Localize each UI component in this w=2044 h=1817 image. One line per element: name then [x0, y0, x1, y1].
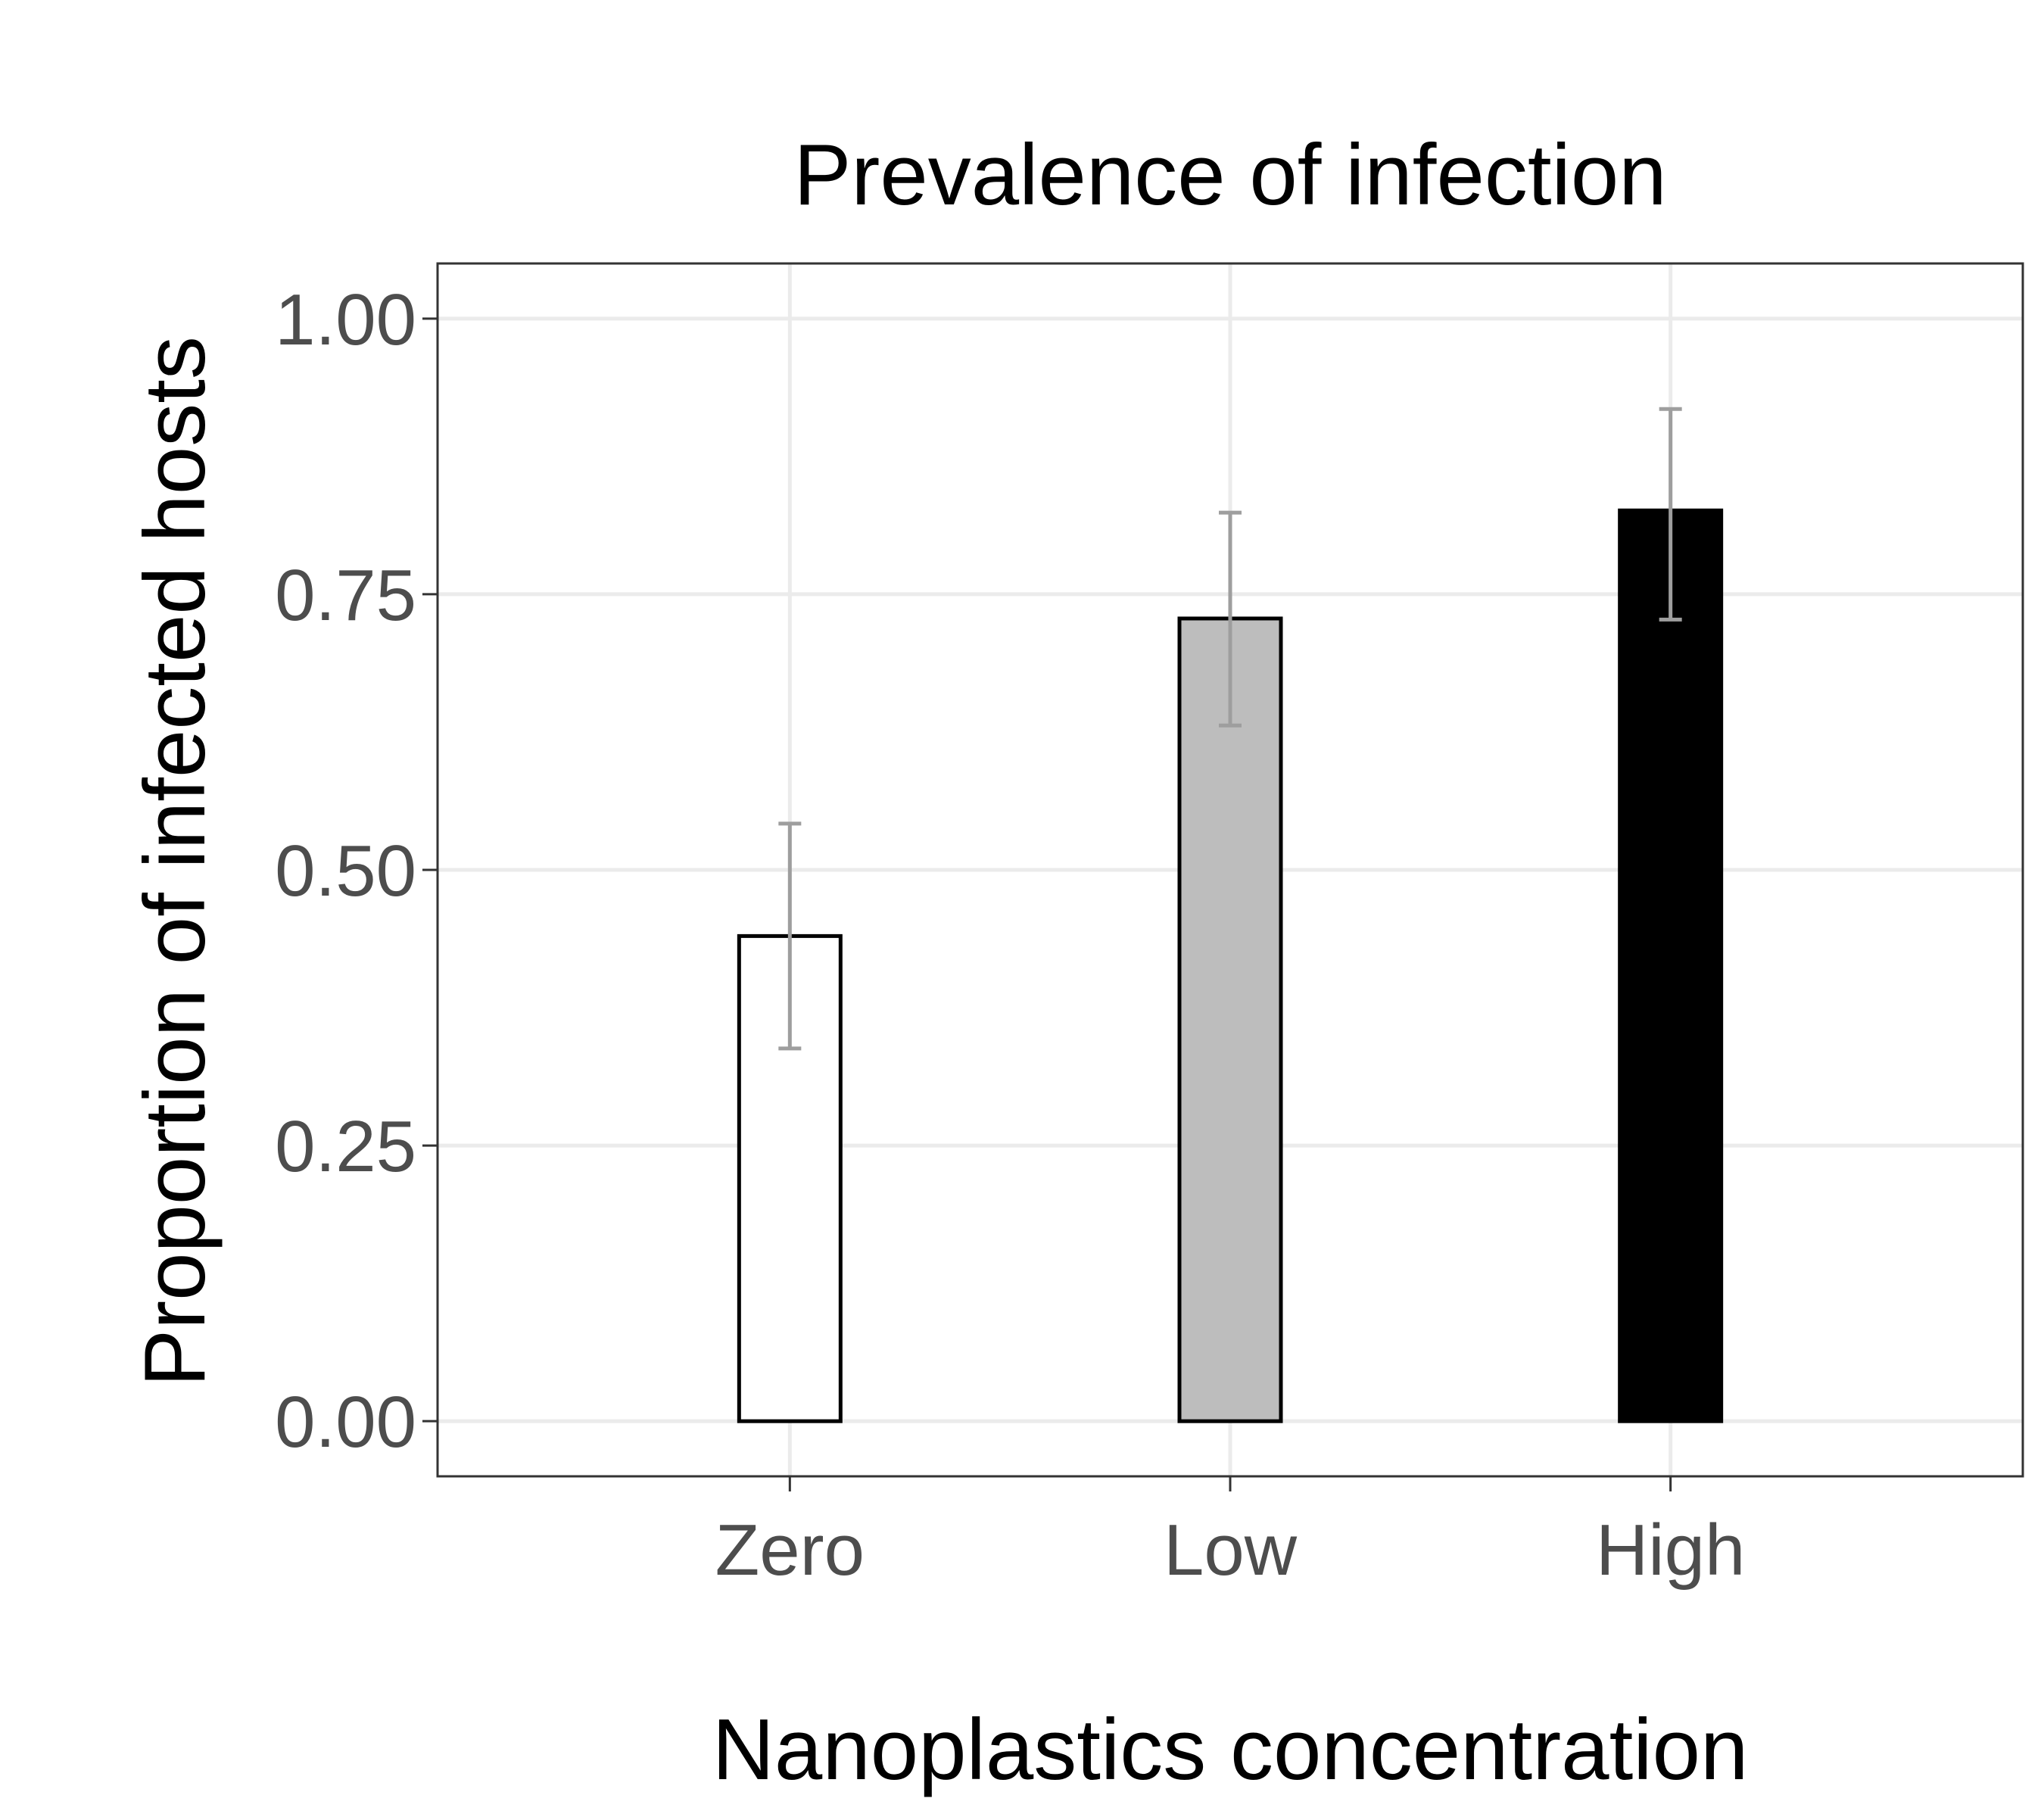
y-tick-label: 0.50 — [275, 831, 416, 912]
y-tick-label: 1.00 — [275, 279, 416, 360]
y-tick-label: 0.00 — [275, 1382, 416, 1463]
error-bar-low — [1219, 510, 1242, 728]
x-axis: Zero Low High — [715, 1476, 1745, 1591]
y-tick-label: 0.25 — [275, 1106, 416, 1187]
x-tick-label: Zero — [715, 1510, 865, 1591]
y-tick-label: 0.75 — [275, 555, 416, 636]
bar-low — [1177, 616, 1283, 1423]
x-axis-title: Nanoplastics concentration — [712, 1702, 1749, 1798]
x-tick-label: High — [1596, 1510, 1745, 1591]
chart-title: Prevalence of infection — [793, 127, 1666, 223]
error-bar-zero — [778, 821, 802, 1051]
y-axis: 0.00 0.25 0.50 0.75 1.00 — [275, 279, 438, 1463]
error-bar-high — [1659, 407, 1682, 622]
error-bars — [778, 407, 1682, 1051]
bar-high — [1618, 508, 1724, 1423]
x-tick-label: Low — [1164, 1510, 1298, 1591]
y-axis-title: Proportion of infected hosts — [127, 336, 223, 1387]
bars — [737, 508, 1724, 1423]
